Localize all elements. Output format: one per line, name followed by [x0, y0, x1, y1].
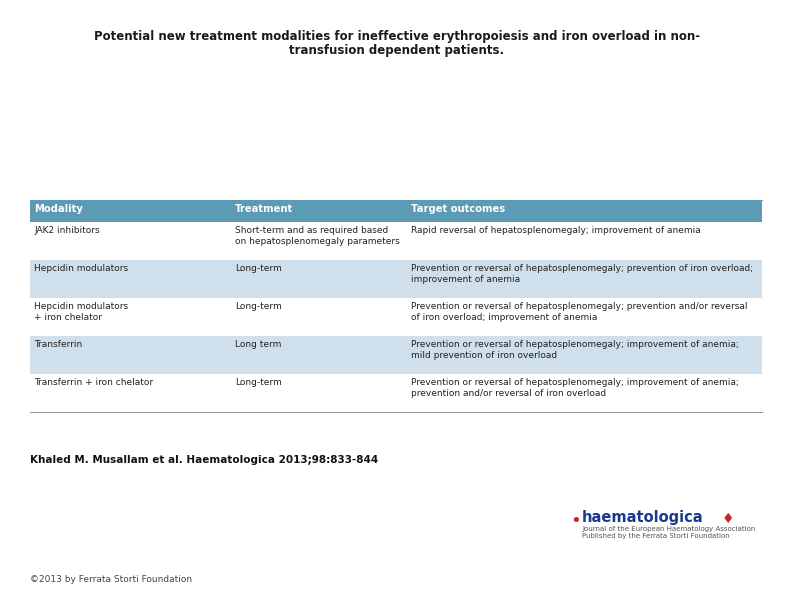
Text: Target outcomes: Target outcomes	[411, 204, 505, 214]
Text: Prevention or reversal of hepatosplenomegaly; prevention of iron overload;
impro: Prevention or reversal of hepatosplenome…	[411, 264, 753, 284]
Text: Published by the Ferrata Storti Foundation: Published by the Ferrata Storti Foundati…	[582, 533, 730, 539]
Text: Long-term: Long-term	[235, 264, 282, 273]
Text: Prevention or reversal of hepatosplenomegaly; improvement of anemia;
prevention : Prevention or reversal of hepatosplenome…	[411, 378, 738, 397]
Text: Long term: Long term	[235, 340, 282, 349]
Text: Short-term and as required based
on hepatosplenomegaly parameters: Short-term and as required based on hepa…	[235, 226, 400, 246]
Text: •: •	[570, 512, 580, 530]
Text: transfusion dependent patients.: transfusion dependent patients.	[290, 44, 504, 57]
Text: Journal of the European Haematology Association: Journal of the European Haematology Asso…	[582, 526, 755, 532]
Text: Potential new treatment modalities for ineffective erythropoiesis and iron overl: Potential new treatment modalities for i…	[94, 30, 700, 43]
Text: Long-term: Long-term	[235, 302, 282, 311]
Text: Hepcidin modulators
+ iron chelator: Hepcidin modulators + iron chelator	[34, 302, 128, 322]
Text: ©2013 by Ferrata Storti Foundation: ©2013 by Ferrata Storti Foundation	[30, 575, 192, 584]
Text: Prevention or reversal of hepatosplenomegaly; prevention and/or reversal
of iron: Prevention or reversal of hepatosplenome…	[411, 302, 747, 322]
Text: Modality: Modality	[34, 204, 83, 214]
Text: Transferrin: Transferrin	[34, 340, 83, 349]
Text: Prevention or reversal of hepatosplenomegaly; improvement of anemia;
mild preven: Prevention or reversal of hepatosplenome…	[411, 340, 738, 360]
Text: ♦: ♦	[722, 512, 734, 526]
Text: Khaled M. Musallam et al. Haematologica 2013;98:833-844: Khaled M. Musallam et al. Haematologica …	[30, 455, 378, 465]
Text: Rapid reversal of hepatosplenomegaly; improvement of anemia: Rapid reversal of hepatosplenomegaly; im…	[411, 226, 701, 235]
Text: Long-term: Long-term	[235, 378, 282, 387]
Text: Transferrin + iron chelator: Transferrin + iron chelator	[34, 378, 153, 387]
Text: haematologica: haematologica	[582, 510, 703, 525]
Text: JAK2 inhibitors: JAK2 inhibitors	[34, 226, 99, 235]
Text: Hepcidin modulators: Hepcidin modulators	[34, 264, 128, 273]
Text: Treatment: Treatment	[235, 204, 294, 214]
